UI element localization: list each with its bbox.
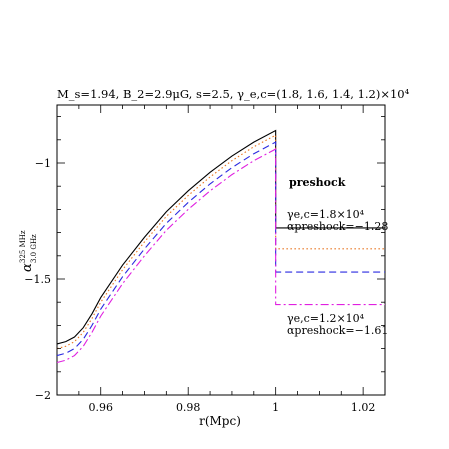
- y-label-sup: 325 MHz: [19, 230, 27, 263]
- plot-area: [56, 104, 386, 396]
- y-label-sub: 3.0 GHz: [30, 234, 38, 263]
- series-line-1: [56, 129, 385, 345]
- x-axis-label: r(Mpc): [199, 414, 241, 428]
- x-tick-label: 0.96: [88, 401, 113, 414]
- y-tick-label: −2: [35, 389, 51, 402]
- series-line-4: [56, 148, 385, 364]
- axis-ticks: 0.96 0.98 1 1.02 −2 −1.5 −1: [24, 105, 386, 414]
- upper-gamma-label: γe,c=1.8×10⁴: [287, 208, 365, 221]
- chart-title: M_s=1.94, B_2=2.9μG, s=2.5, γ_e,c=(1.8, …: [57, 87, 410, 101]
- preshock-label: preshock: [289, 176, 346, 189]
- series-line-3: [56, 141, 385, 357]
- y-axis-label: α 325 MHz 3.0 GHz: [19, 230, 38, 272]
- lower-alpha-label: αpreshock=−1.61: [287, 324, 388, 337]
- y-tick-label: −1.5: [24, 273, 51, 286]
- upper-alpha-label: αpreshock=−1.28: [287, 220, 388, 233]
- x-tick-label: 1.02: [351, 401, 376, 414]
- series-line-2: [56, 134, 385, 350]
- y-label-alpha: α: [20, 263, 35, 272]
- x-tick-label: 0.98: [176, 401, 201, 414]
- lower-gamma-label: γe,c=1.2×10⁴: [287, 312, 365, 325]
- plot-frame: [56, 104, 386, 396]
- y-tick-label: −1: [35, 157, 51, 170]
- x-tick-label: 1: [272, 401, 279, 414]
